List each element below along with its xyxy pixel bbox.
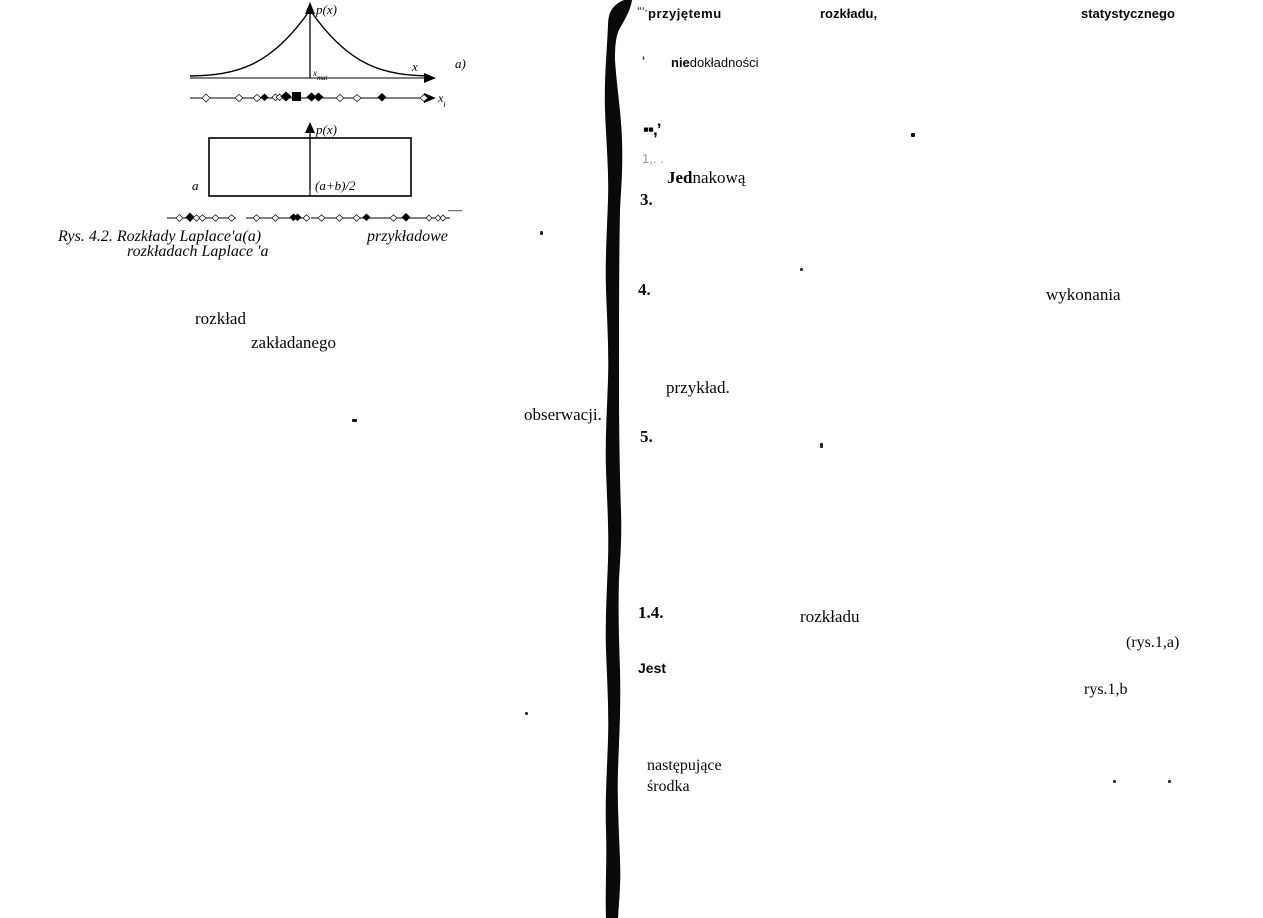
svg-text:xi: xi [437,91,446,109]
svg-text:a): a) [455,56,466,71]
svg-text:p(x): p(x) [315,2,337,17]
svg-text:x: x [411,59,418,74]
svg-text:a: a [192,178,199,193]
svg-text:(a+b)/2: (a+b)/2 [315,178,356,193]
svg-text:p(x): p(x) [315,122,337,137]
svg-text:—: — [447,203,463,218]
svg-text:xmat: xmat [312,68,329,82]
